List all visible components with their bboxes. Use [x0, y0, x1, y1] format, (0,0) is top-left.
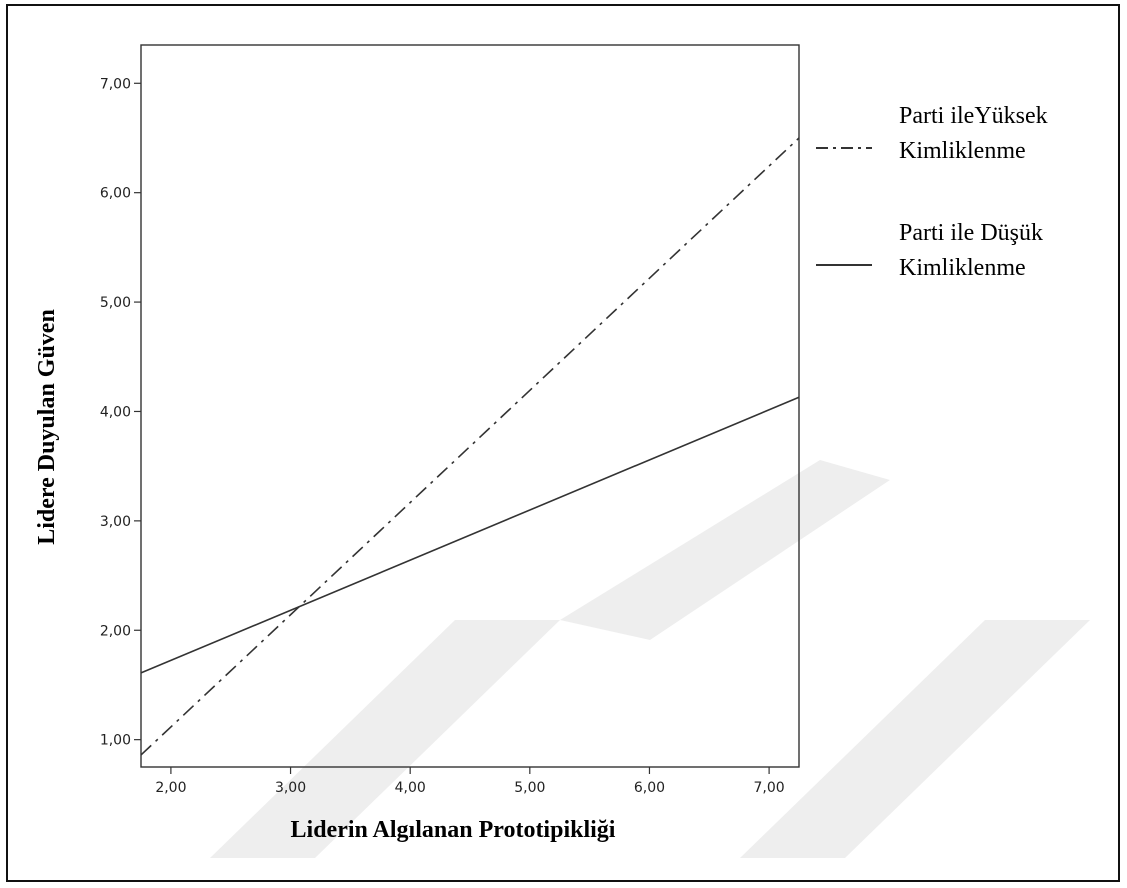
y-tick-label: 7,00 — [100, 76, 131, 92]
x-tick-label: 3,00 — [275, 780, 306, 796]
watermark — [210, 460, 1090, 858]
x-tick-label: 4,00 — [395, 780, 426, 796]
series-line-2 — [140, 396, 800, 674]
x-axis: 2,00 3,00 4,00 5,00 6,00 7,00 — [155, 767, 785, 796]
series-line-1 — [140, 137, 800, 756]
y-tick-label: 5,00 — [100, 295, 131, 311]
legend-label-1: Kimliklenme — [899, 138, 1026, 164]
y-axis-title: Lidere Duyulan Güven — [34, 309, 60, 545]
y-tick-label: 6,00 — [100, 186, 131, 202]
x-tick-label: 5,00 — [514, 780, 545, 796]
legend: Parti ileYüksek Kimliklenme Parti ile Düşü… — [816, 103, 1048, 281]
y-tick-label: 4,00 — [100, 404, 131, 420]
plot-area — [140, 44, 800, 768]
x-axis-title: Liderin Algılanan Prototipikliği — [291, 817, 616, 843]
y-axis: 1,00 2,00 3,00 4,00 5,00 6,00 7,00 — [100, 76, 141, 749]
y-tick-label: 3,00 — [100, 514, 131, 530]
series-layer — [140, 137, 800, 756]
y-tick-label: 1,00 — [100, 733, 131, 749]
legend-label-2: Parti ile Düşük — [899, 220, 1043, 246]
y-tick-label: 2,00 — [100, 623, 131, 639]
legend-label-1: Parti ileYüksek — [899, 103, 1048, 129]
x-tick-label: 6,00 — [634, 780, 665, 796]
legend-label-2: Kimliklenme — [899, 255, 1026, 281]
x-tick-label: 7,00 — [754, 780, 785, 796]
x-tick-label: 2,00 — [155, 780, 186, 796]
